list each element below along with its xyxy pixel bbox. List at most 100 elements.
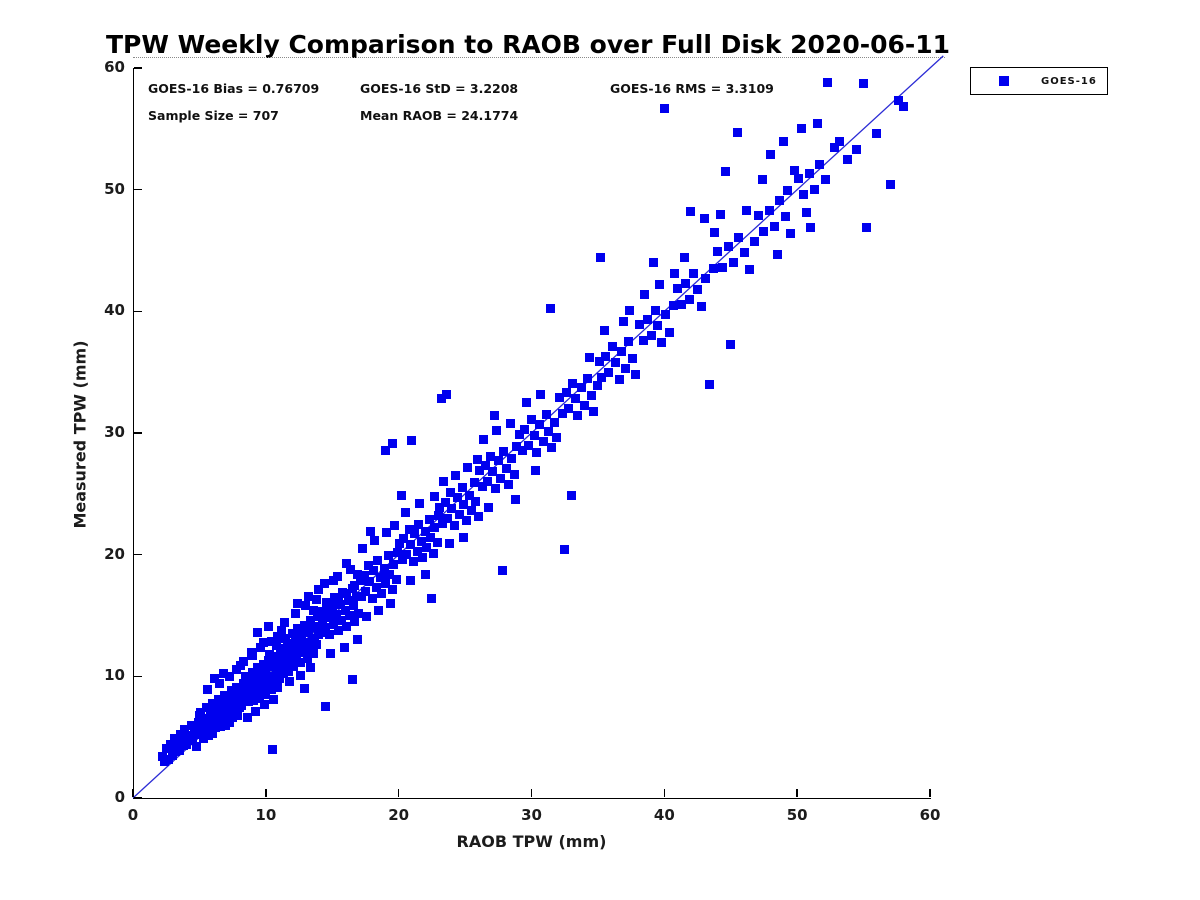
data-point-marker [699,214,709,224]
data-point-marker [568,378,578,388]
data-point-marker [197,719,207,729]
data-point-marker [294,630,304,640]
data-point-marker [407,435,417,445]
data-point-marker [382,528,392,538]
data-point-marker [326,648,336,658]
x-tick-label: 50 [786,806,808,824]
data-point-marker [354,608,364,618]
data-point-marker [434,511,444,521]
data-point-marker [499,446,509,456]
data-point-marker [712,247,722,257]
data-point-marker [245,696,255,706]
data-point-marker [285,676,295,686]
data-point-marker [350,580,360,590]
data-point-marker [364,576,374,586]
data-point-marker [893,96,903,106]
data-point-marker [447,503,457,513]
data-point-marker [379,563,389,573]
x-tick-mark [663,788,666,797]
data-point-marker [593,381,603,391]
data-point-marker [625,305,635,315]
x-tick-mark [397,788,400,797]
data-point-marker [277,625,287,635]
data-point-marker [475,466,485,476]
data-point-marker [254,693,264,703]
data-point-marker [471,496,481,506]
data-point-marker [358,544,368,554]
data-point-marker [639,289,649,299]
data-point-marker [267,744,277,754]
data-point-marker [406,575,416,585]
data-point-marker [436,394,446,404]
data-point-marker [820,175,830,185]
data-point-marker [390,520,400,530]
data-point-marker [318,618,328,628]
data-point-marker [872,129,882,139]
data-point-marker [659,103,669,113]
data-point-marker [323,613,333,623]
data-point-marker [630,370,640,380]
data-point-marker [303,591,313,601]
data-point-marker [472,455,482,465]
data-point-marker [271,669,281,679]
data-point-marker [561,388,571,398]
data-point-marker [213,694,223,704]
data-point-marker [504,479,514,489]
data-point-marker [654,280,664,290]
data-point-marker [311,595,321,605]
data-point-marker [249,679,259,689]
data-point-marker [898,102,908,112]
data-point-marker [642,315,652,325]
data-point-marker [309,648,319,658]
data-point-marker [165,739,175,749]
data-point-marker [452,492,462,502]
data-point-marker [299,684,309,693]
data-point-marker [627,354,637,364]
data-point-marker [347,675,357,685]
data-point-marker [226,686,236,696]
y-tick-label: 50 [104,179,125,198]
data-point-marker [734,232,744,242]
x-tick-label: 10 [255,806,277,824]
data-point-marker [467,506,477,516]
data-point-marker [257,684,267,693]
data-point-marker [206,722,216,732]
data-point-marker [793,174,803,184]
data-point-marker [380,579,390,589]
data-point-marker [335,600,345,610]
data-point-marker [530,466,540,476]
data-point-marker [360,586,370,596]
data-point-marker [439,477,449,487]
data-point-marker [202,685,212,695]
data-point-marker [218,669,228,679]
data-point-marker [291,652,301,662]
data-point-marker [677,299,687,309]
data-point-marker [331,614,341,624]
data-point-marker [786,228,796,238]
data-point-marker [649,258,659,268]
data-point-marker [580,400,590,410]
data-point-marker [387,585,397,595]
y-tick-label: 60 [104,58,125,76]
data-point-marker [248,651,258,661]
data-point-marker [681,278,691,288]
data-point-marker [570,394,580,404]
data-point-marker [861,222,871,232]
data-point-marker [222,711,232,721]
y-tick-label: 30 [104,423,125,441]
data-point-marker [618,316,628,326]
data-point-marker [750,237,760,247]
data-point-marker [306,663,316,673]
data-point-marker [321,702,331,712]
data-point-marker [266,685,276,695]
data-point-marker [265,649,275,659]
data-point-marker [334,625,344,635]
data-point-marker [491,484,501,494]
data-point-marker [252,674,262,684]
data-point-marker [406,540,416,550]
data-point-marker [799,190,809,200]
data-point-marker [290,608,300,618]
data-point-marker [790,165,799,175]
data-point-marker [209,674,219,684]
